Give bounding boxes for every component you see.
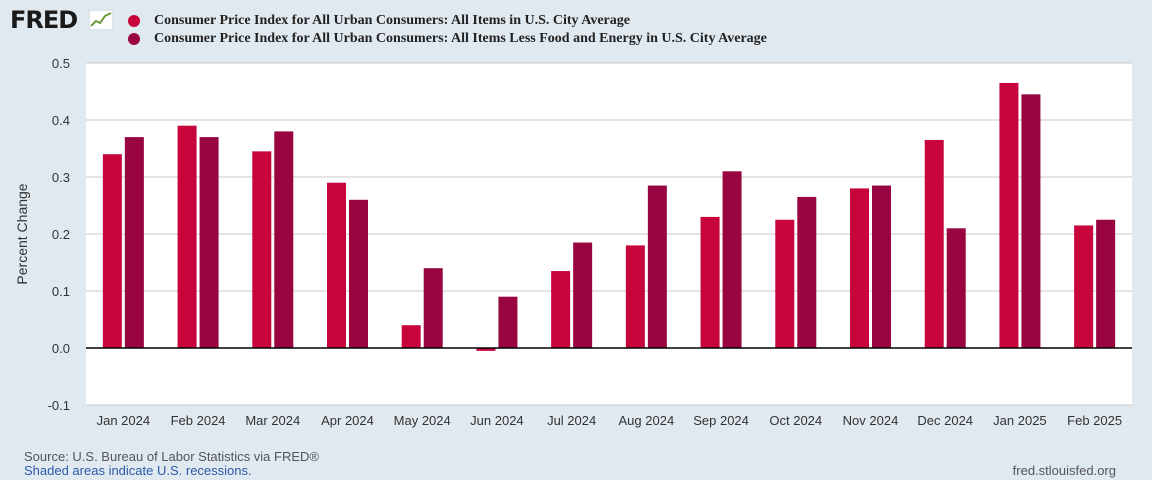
legend-swatch-core xyxy=(128,33,140,45)
y-tick-label: -0.1 xyxy=(48,398,70,413)
bar-core-7[interactable] xyxy=(647,185,667,348)
legend-label-all-items: Consumer Price Index for All Urban Consu… xyxy=(154,13,630,28)
bar-all-items-5[interactable] xyxy=(476,348,496,351)
bar-all-items-13[interactable] xyxy=(1074,225,1094,348)
bar-core-2[interactable] xyxy=(274,131,294,348)
y-axis-label: Percent Change xyxy=(14,183,30,284)
y-tick-label: 0.0 xyxy=(52,341,70,356)
bar-all-items-8[interactable] xyxy=(700,216,720,348)
y-tick-label: 0.4 xyxy=(52,113,70,128)
x-tick-label: Oct 2024 xyxy=(769,413,822,428)
bar-core-4[interactable] xyxy=(423,268,443,348)
chart-footer: Source: U.S. Bureau of Labor Statistics … xyxy=(0,440,1152,480)
legend-item-core[interactable]: Consumer Price Index for All Urban Consu… xyxy=(128,30,767,48)
x-tick-label: Sep 2024 xyxy=(693,413,749,428)
legend-item-all-items[interactable]: Consumer Price Index for All Urban Consu… xyxy=(128,12,767,30)
x-tick-label: Aug 2024 xyxy=(619,413,675,428)
bar-all-items-10[interactable] xyxy=(850,188,869,348)
x-tick-label: Jan 2024 xyxy=(97,413,151,428)
bar-all-items-7[interactable] xyxy=(625,245,645,348)
x-tick-label: Feb 2024 xyxy=(171,413,226,428)
legend-swatch-all-items xyxy=(128,15,140,27)
bar-core-12[interactable] xyxy=(1021,94,1041,348)
chart-header: FRED Consumer Price Index for All Urban … xyxy=(0,0,1152,55)
bar-all-items-11[interactable] xyxy=(924,139,944,348)
bar-core-6[interactable] xyxy=(573,242,593,348)
recession-note: Shaded areas indicate U.S. recessions. xyxy=(24,463,252,478)
x-tick-label: Jun 2024 xyxy=(470,413,524,428)
bar-all-items-12[interactable] xyxy=(999,82,1019,348)
bar-all-items-4[interactable] xyxy=(401,325,421,348)
y-tick-label: 0.1 xyxy=(52,284,70,299)
y-tick-label: 0.3 xyxy=(52,170,70,185)
x-tick-label: Jul 2024 xyxy=(547,413,596,428)
bar-core-0[interactable] xyxy=(124,137,144,348)
fred-logo-chart-icon xyxy=(89,10,113,30)
bar-chart: 0.5 0.4 0.3 0.2 0.1 0.0 -0.1 Jan 2024 Feb 2024 Ma… xyxy=(14,56,1132,428)
x-tick-label: Mar 2024 xyxy=(245,413,300,428)
site-url[interactable]: fred.stlouisfed.org xyxy=(1012,463,1116,478)
y-tick-label: 0.5 xyxy=(52,56,70,71)
fred-logo[interactable]: FRED xyxy=(10,6,78,34)
bar-all-items-0[interactable] xyxy=(102,154,122,348)
y-tick-label: 0.2 xyxy=(52,227,70,242)
legend-label-core: Consumer Price Index for All Urban Consu… xyxy=(154,31,767,46)
x-tick-label: May 2024 xyxy=(394,413,451,428)
bar-core-10[interactable] xyxy=(872,185,891,348)
bar-all-items-2[interactable] xyxy=(252,151,272,348)
bar-core-13[interactable] xyxy=(1096,219,1116,348)
x-tick-label: Apr 2024 xyxy=(321,413,374,428)
x-tick-label: Feb 2025 xyxy=(1067,413,1122,428)
bar-core-9[interactable] xyxy=(797,196,817,348)
x-tick-label: Nov 2024 xyxy=(843,413,899,428)
x-tick-label: Dec 2024 xyxy=(917,413,973,428)
bar-all-items-9[interactable] xyxy=(775,219,795,348)
bar-all-items-6[interactable] xyxy=(551,271,571,348)
bar-core-11[interactable] xyxy=(946,228,966,348)
bar-core-1[interactable] xyxy=(199,137,219,348)
bar-core-8[interactable] xyxy=(722,171,742,348)
bar-core-3[interactable] xyxy=(349,199,368,348)
bar-all-items-3[interactable] xyxy=(327,182,346,348)
bar-all-items-1[interactable] xyxy=(177,125,197,348)
source-note: Source: U.S. Bureau of Labor Statistics … xyxy=(24,449,319,464)
x-tick-label: Jan 2025 xyxy=(993,413,1047,428)
bar-core-5[interactable] xyxy=(498,296,518,348)
chart-legend: Consumer Price Index for All Urban Consu… xyxy=(128,12,767,48)
